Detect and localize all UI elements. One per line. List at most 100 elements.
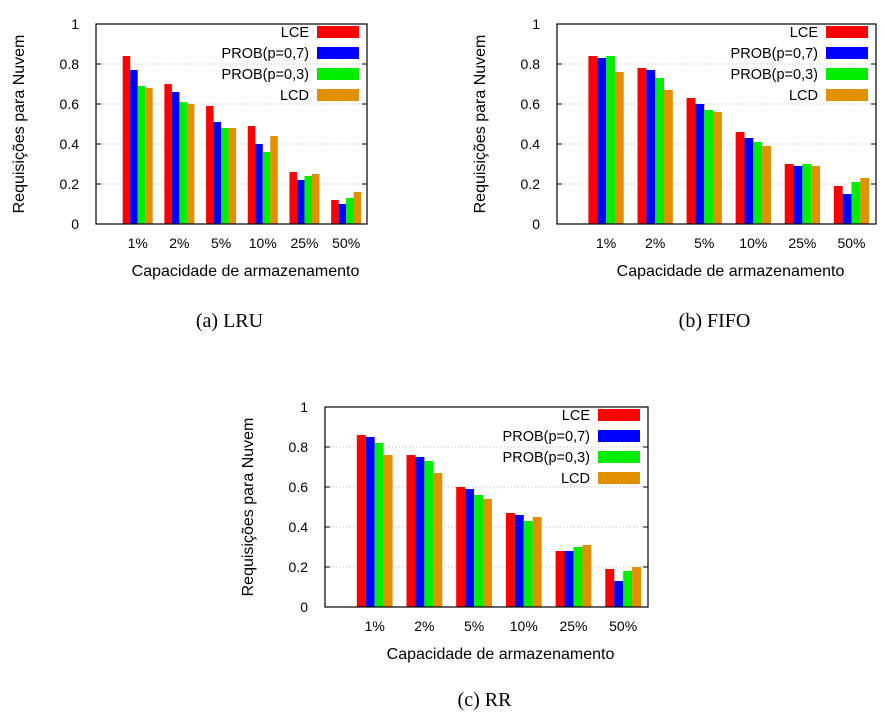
legend-label: PROB(p=0,3) <box>731 67 818 83</box>
bar <box>802 164 812 224</box>
plot-frame <box>324 406 649 608</box>
bar <box>606 56 615 224</box>
bar <box>588 56 598 224</box>
bar <box>255 144 263 224</box>
bar <box>582 545 592 607</box>
y-tick-label: 1 <box>71 16 79 32</box>
bar <box>833 186 843 224</box>
bar <box>663 90 673 224</box>
chart-caption: (a) LRU <box>196 310 264 332</box>
bar <box>356 435 366 607</box>
legend-label: LCE <box>562 408 591 424</box>
legend-swatch <box>826 68 868 80</box>
legend-swatch <box>317 89 359 101</box>
x-tick-label: 25% <box>559 618 587 634</box>
legend-label: LCD <box>280 88 309 104</box>
bar <box>346 198 354 224</box>
bar <box>311 174 320 224</box>
bar <box>186 104 195 224</box>
bar <box>483 499 492 607</box>
bar <box>811 166 821 224</box>
y-tick-label: 0.4 <box>521 136 541 152</box>
chart-caption: (c) RR <box>458 689 513 711</box>
bar <box>744 138 754 224</box>
legend-swatch <box>826 89 868 101</box>
x-tick-label: 50% <box>837 235 865 251</box>
legend-label: PROB(p=0,7) <box>503 429 590 445</box>
y-tick-label: 1 <box>532 16 540 32</box>
y-tick-label: 0.2 <box>521 176 541 192</box>
bar <box>713 112 722 224</box>
bar <box>331 200 339 224</box>
bar <box>555 551 565 607</box>
bar <box>597 58 607 224</box>
y-tick-label: 0.6 <box>60 96 80 112</box>
bar <box>532 517 542 607</box>
bar <box>130 70 138 224</box>
bar <box>646 70 656 224</box>
x-tick-label: 5% <box>464 618 484 634</box>
x-axis-label: Capacidade de armazenamento <box>617 263 845 280</box>
bar <box>686 98 696 224</box>
x-tick-label: 1% <box>596 235 616 251</box>
legend-swatch <box>317 47 359 59</box>
bar <box>784 164 794 224</box>
x-tick-label: 25% <box>290 235 318 251</box>
bar <box>353 192 362 224</box>
legend-swatch <box>598 451 640 463</box>
bar <box>228 128 237 224</box>
y-tick-label: 0.4 <box>60 136 80 152</box>
bar <box>860 178 870 224</box>
bar <box>338 204 347 224</box>
x-tick-label: 10% <box>739 235 767 251</box>
bar <box>296 180 305 224</box>
y-tick-label: 0.8 <box>521 56 541 72</box>
bar <box>289 172 297 224</box>
x-tick-label: 2% <box>414 618 434 634</box>
legend-label: PROB(p=0,3) <box>222 67 309 83</box>
bar <box>383 455 393 607</box>
x-tick-label: 5% <box>211 235 231 251</box>
bar <box>842 194 852 224</box>
bar <box>614 581 624 607</box>
x-tick-label: 1% <box>128 235 148 251</box>
bar <box>632 567 642 607</box>
bar <box>164 84 172 224</box>
bar <box>415 457 425 607</box>
bar <box>171 92 180 224</box>
y-tick-label: 0.4 <box>289 519 309 535</box>
bar <box>793 166 803 224</box>
y-tick-label: 0 <box>532 216 540 232</box>
x-tick-label: 2% <box>169 235 189 251</box>
y-tick-label: 0.2 <box>289 559 309 575</box>
bar <box>206 106 214 224</box>
bar <box>614 72 624 224</box>
chart-rr: Requisições para Nuvem Capacidade de arm… <box>240 399 649 711</box>
bar <box>605 569 615 607</box>
chart-lru: Requisições para Nuvem Capacidade de arm… <box>11 16 368 332</box>
bar <box>406 455 416 607</box>
bar <box>523 521 533 607</box>
legend-label: LCE <box>790 25 819 41</box>
y-tick-label: 0 <box>71 216 79 232</box>
bar <box>514 515 524 607</box>
bar <box>623 571 633 607</box>
y-tick-label: 0.6 <box>289 479 309 495</box>
bar <box>637 68 647 224</box>
legend-label: PROB(p=0,7) <box>731 46 818 62</box>
y-axis-label: Requisições para Nuvem <box>11 35 28 214</box>
bar <box>213 122 222 224</box>
bar <box>179 102 187 224</box>
bar <box>762 146 771 224</box>
bar <box>564 551 574 607</box>
legend-swatch <box>826 26 868 38</box>
x-tick-label: 25% <box>788 235 816 251</box>
bar <box>424 461 434 607</box>
legend-swatch <box>826 47 868 59</box>
x-tick-label: 10% <box>249 235 277 251</box>
legend-label: PROB(p=0,3) <box>503 450 590 466</box>
bar <box>374 443 384 607</box>
x-tick-label: 1% <box>365 618 385 634</box>
x-axis-label: Capacidade de armazenamento <box>387 646 615 663</box>
bar <box>270 136 278 224</box>
